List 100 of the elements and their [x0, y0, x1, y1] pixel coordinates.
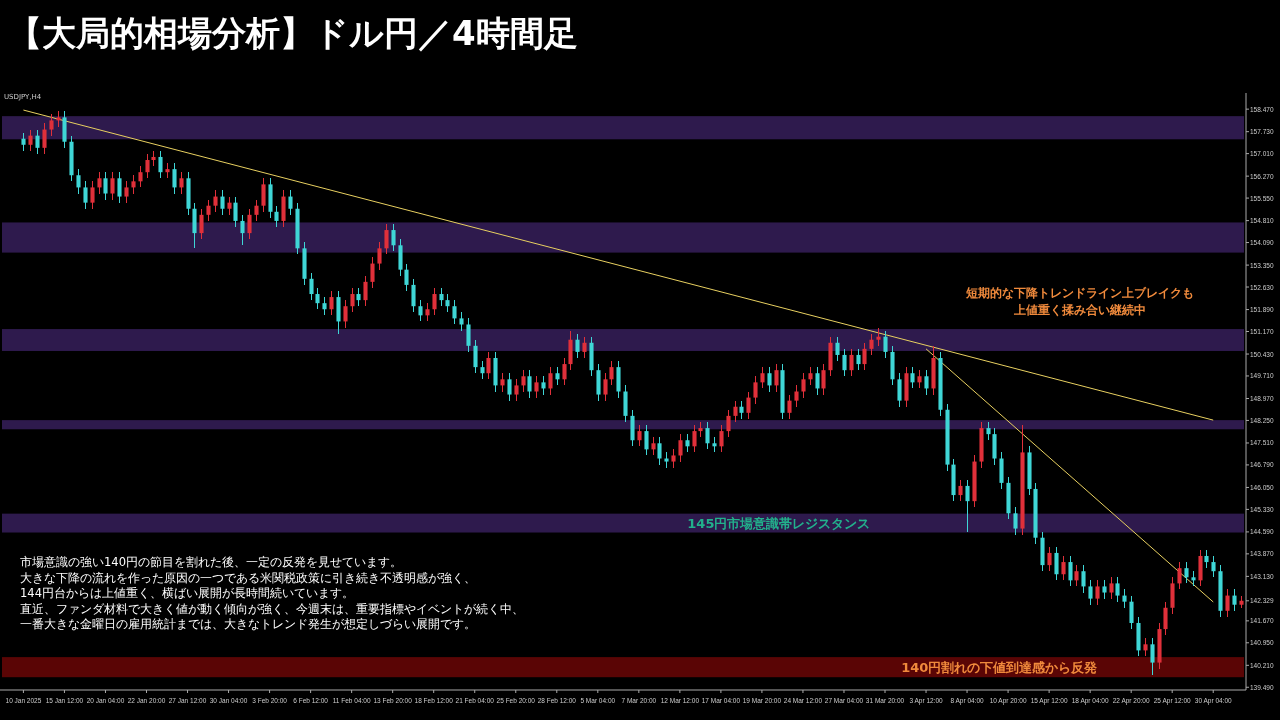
annotation: 大きな下降の流れを作った原因の一つである米関税政策に引き続き不透明感が強く、	[20, 570, 476, 585]
candlestick	[726, 409, 731, 438]
candlestick	[582, 335, 587, 359]
candlestick	[1054, 546, 1059, 582]
candlestick	[603, 372, 608, 402]
candlestick	[418, 299, 423, 323]
candlestick	[486, 351, 491, 381]
candlestick	[910, 366, 915, 390]
chart-title: 【大局的相場分析】ドル円／4時間足	[8, 13, 578, 53]
candlestick	[644, 424, 649, 457]
candlestick	[206, 198, 211, 222]
candlestick	[958, 479, 963, 502]
candlestick	[541, 375, 546, 396]
candlestick	[986, 421, 991, 441]
candlestick	[1232, 588, 1237, 612]
candlestick	[767, 366, 772, 393]
candlestick	[883, 329, 888, 359]
candlestick	[609, 360, 614, 387]
candlestick	[657, 436, 662, 466]
candlestick	[801, 372, 806, 399]
candlestick	[90, 180, 95, 210]
candlestick	[28, 128, 33, 152]
candlestick	[473, 338, 478, 374]
candlestick	[1184, 561, 1189, 585]
candlestick	[1122, 588, 1127, 609]
candlestick	[514, 378, 519, 402]
candlestick	[1109, 576, 1114, 600]
candlestick	[356, 287, 361, 307]
candlestick	[117, 171, 122, 204]
candlestick	[869, 332, 874, 356]
candlestick	[1204, 549, 1209, 569]
candlestick	[924, 369, 929, 396]
candlestick	[1061, 555, 1066, 582]
candlestick	[42, 122, 47, 155]
candlestick	[1074, 564, 1079, 588]
candlestick	[459, 311, 464, 332]
candlestick	[131, 174, 136, 195]
candlestick	[774, 363, 779, 393]
annotation: 144円台からは上値重く、横ばい展開が長時間続いています。	[20, 586, 354, 600]
candlestick	[787, 393, 792, 420]
candlestick	[274, 204, 279, 228]
candlestick	[110, 171, 115, 201]
candlestick	[35, 128, 40, 155]
candlestick	[548, 366, 553, 396]
candlestick	[404, 262, 409, 292]
candlestick	[425, 302, 430, 323]
candlestick	[227, 195, 232, 216]
candlestick	[103, 171, 108, 201]
candlestick	[370, 256, 375, 289]
candlestick	[856, 348, 861, 371]
candlestick	[917, 369, 922, 390]
candlestick	[97, 171, 102, 195]
candlestick	[179, 171, 184, 195]
candlestick	[233, 195, 238, 228]
candlestick	[452, 299, 457, 326]
candlestick	[138, 165, 143, 189]
candlestick	[445, 293, 450, 314]
candlestick	[76, 168, 81, 195]
candlestick	[240, 214, 245, 247]
candlestick	[507, 372, 512, 402]
candlestick	[678, 433, 683, 463]
candlestick	[254, 198, 259, 222]
candlestick	[49, 113, 54, 137]
annotation: 上値重く揉み合い継続中	[1013, 303, 1146, 317]
candlestick	[1102, 579, 1107, 600]
candlestick	[821, 363, 826, 396]
candlestick	[329, 290, 334, 317]
candlestick	[1047, 546, 1052, 572]
candlestick	[363, 275, 368, 307]
candlestick	[391, 223, 396, 253]
candlestick	[815, 366, 820, 396]
candlestick	[145, 153, 150, 180]
candlestick	[1088, 579, 1093, 606]
candlestick	[862, 342, 867, 371]
candlestick	[411, 278, 416, 314]
candlestick	[21, 131, 26, 152]
annotation: 短期的な下降トレンドライン上ブレイクも	[965, 286, 1194, 300]
candlestick	[377, 241, 382, 271]
candlestick	[685, 433, 690, 454]
candlestick	[527, 369, 532, 399]
candlestick	[1068, 555, 1073, 588]
candlestick	[1225, 588, 1230, 618]
candlestick	[897, 372, 902, 408]
candlestick	[760, 366, 765, 390]
candlestick	[124, 180, 129, 204]
band-label: 140円割れの下値到達感から反発	[901, 660, 1098, 676]
candlestick	[322, 296, 327, 317]
candlestick	[575, 332, 580, 359]
candlestick	[350, 287, 355, 314]
candlestick	[384, 223, 389, 256]
candlestick	[1150, 637, 1155, 676]
candlestick	[842, 348, 847, 378]
candlestick	[753, 375, 758, 405]
candlestick	[521, 369, 526, 393]
candlestick	[199, 207, 204, 240]
candlestick	[1013, 506, 1018, 536]
annotation: 市場意識の強い140円の節目を割れた後、一定の反発を見せています。	[20, 555, 402, 569]
candlestick	[849, 348, 854, 378]
candlestick	[315, 287, 320, 311]
candlestick	[562, 357, 567, 387]
